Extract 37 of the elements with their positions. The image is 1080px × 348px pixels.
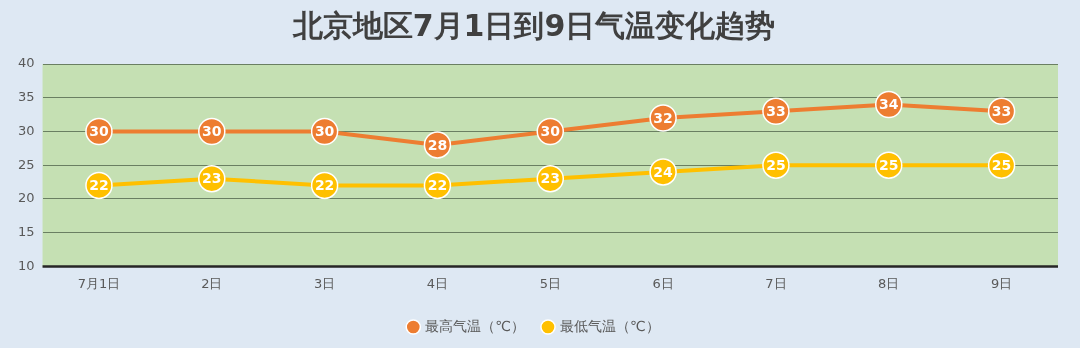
data-label: 23 <box>540 170 561 187</box>
y-tick-label: 20 <box>18 190 35 206</box>
x-tick-label: 9日 <box>990 275 1013 291</box>
data-label: 30 <box>540 123 561 140</box>
data-label: 30 <box>314 123 335 140</box>
x-tick-label: 4日 <box>426 275 449 291</box>
data-label: 28 <box>427 136 448 153</box>
data-label: 30 <box>202 123 222 140</box>
data-label: 22 <box>89 177 109 194</box>
data-label: 22 <box>427 177 448 194</box>
y-tick-label: 30 <box>18 122 35 138</box>
data-label: 25 <box>766 156 786 173</box>
legend-label: 最高气温（℃） <box>425 317 526 334</box>
x-tick-label: 7月1日 <box>77 275 121 291</box>
chart-title: 北京地区7月1日到9日气温变化趋势 <box>291 7 776 43</box>
y-tick-label: 25 <box>18 156 35 172</box>
data-label: 22 <box>314 177 335 194</box>
data-label: 33 <box>766 102 786 119</box>
data-label: 33 <box>991 102 1012 119</box>
y-tick-label: 15 <box>18 224 35 240</box>
x-tick-label: 3日 <box>313 275 336 291</box>
x-tick-label: 6日 <box>652 275 674 291</box>
y-tick-label: 10 <box>18 257 35 273</box>
data-label: 30 <box>89 123 109 140</box>
data-label: 25 <box>991 156 1012 173</box>
data-label: 23 <box>202 170 222 187</box>
data-label: 24 <box>653 163 674 180</box>
y-tick-label: 40 <box>18 55 35 71</box>
data-label: 34 <box>879 96 899 113</box>
x-tick-label: 5日 <box>539 275 561 291</box>
legend-label: 最低气温（℃） <box>560 317 660 334</box>
y-tick-label: 35 <box>18 89 35 105</box>
x-tick-label: 8日 <box>878 275 900 291</box>
data-label: 25 <box>879 156 899 173</box>
x-tick-label: 7日 <box>765 275 787 291</box>
data-label: 32 <box>653 109 673 126</box>
x-tick-label: 2日 <box>201 275 223 291</box>
